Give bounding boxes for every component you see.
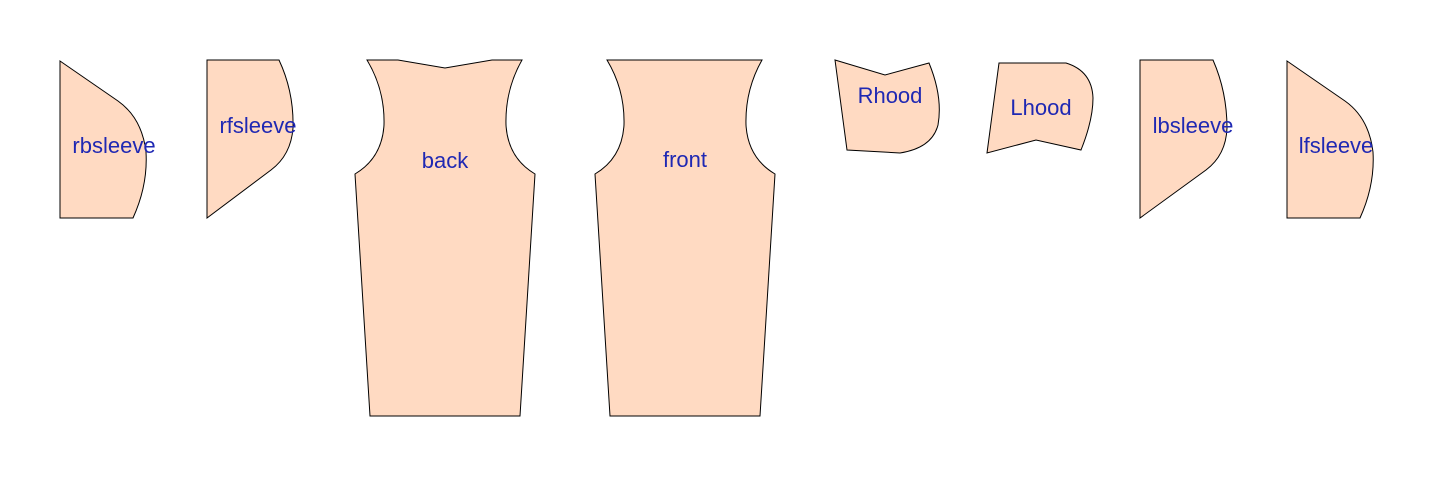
piece-rbsleeve: rbsleeve <box>59 60 156 219</box>
piece-back-shape <box>354 59 536 417</box>
piece-front-label: front <box>663 147 707 172</box>
piece-lbsleeve-shape <box>1139 59 1228 219</box>
piece-lbsleeve: lbsleeve <box>1139 59 1234 219</box>
piece-lbsleeve-label: lbsleeve <box>1153 113 1234 138</box>
piece-Lhood-label: Lhood <box>1010 95 1071 120</box>
piece-lfsleeve-label: lfsleeve <box>1299 133 1374 158</box>
piece-front-shape <box>594 59 776 417</box>
piece-Lhood-shape <box>986 62 1094 154</box>
piece-back: back <box>354 59 536 417</box>
piece-Lhood: Lhood <box>986 62 1094 154</box>
piece-rfsleeve-label: rfsleeve <box>219 113 296 138</box>
piece-Rhood-shape <box>834 59 940 154</box>
piece-lfsleeve-shape <box>1286 60 1374 219</box>
piece-front: front <box>594 59 776 417</box>
piece-rfsleeve: rfsleeve <box>206 59 297 219</box>
piece-Rhood: Rhood <box>834 59 940 154</box>
piece-rbsleeve-label: rbsleeve <box>72 133 155 158</box>
piece-lfsleeve: lfsleeve <box>1286 60 1374 219</box>
piece-Rhood-label: Rhood <box>858 83 923 108</box>
piece-back-label: back <box>422 148 469 173</box>
piece-rfsleeve-shape <box>206 59 294 219</box>
piece-rbsleeve-shape <box>59 60 147 219</box>
